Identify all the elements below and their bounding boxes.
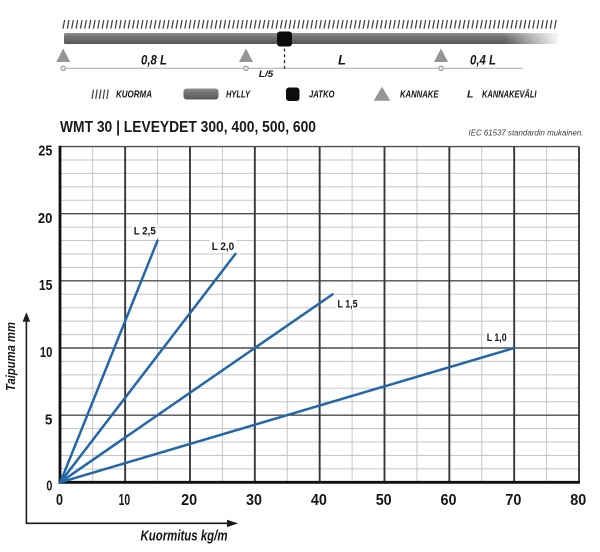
svg-text:L: L: [338, 52, 346, 68]
svg-text:Taipuma mm: Taipuma mm: [3, 322, 18, 391]
svg-text:L: L: [467, 90, 474, 101]
svg-text:L 2,0: L 2,0: [212, 241, 235, 253]
svg-text:L 1,0: L 1,0: [487, 332, 507, 344]
svg-text:0: 0: [46, 479, 52, 495]
svg-text:KANNAKE: KANNAKE: [400, 90, 439, 101]
svg-text:0,8 L: 0,8 L: [141, 52, 167, 68]
svg-text:HYLLY: HYLLY: [226, 90, 251, 101]
svg-text:Kuormitus kg/m: Kuormitus kg/m: [141, 528, 228, 545]
svg-text:0,4 L: 0,4 L: [470, 52, 496, 68]
svg-text:50: 50: [376, 492, 392, 509]
svg-text:0: 0: [56, 492, 63, 509]
svg-text:L 2,5: L 2,5: [134, 226, 156, 238]
svg-text:IEC 61537 standardin mukainen.: IEC 61537 standardin mukainen.: [469, 129, 584, 138]
svg-text:20: 20: [181, 492, 197, 509]
svg-text:70: 70: [505, 492, 521, 509]
svg-text:WMT 30 | LEVEYDET 300, 400, 50: WMT 30 | LEVEYDET 300, 400, 500, 600: [60, 119, 316, 136]
svg-text:60: 60: [441, 492, 457, 509]
svg-text:20: 20: [38, 211, 53, 227]
svg-text:15: 15: [39, 278, 53, 294]
svg-text:JATKO: JATKO: [309, 90, 335, 101]
svg-text:L/5: L/5: [259, 69, 274, 79]
svg-text:40: 40: [311, 492, 327, 509]
svg-text:80: 80: [570, 492, 586, 509]
svg-text:10: 10: [40, 345, 53, 361]
svg-text:25: 25: [38, 144, 52, 160]
svg-text:30: 30: [246, 492, 262, 509]
svg-text:5: 5: [45, 412, 53, 428]
svg-text:KANNAKEVÄLI: KANNAKEVÄLI: [482, 88, 537, 101]
svg-text:10: 10: [119, 492, 131, 509]
svg-text:L 1,5: L 1,5: [338, 298, 358, 310]
svg-text:KUORMA: KUORMA: [116, 90, 152, 101]
